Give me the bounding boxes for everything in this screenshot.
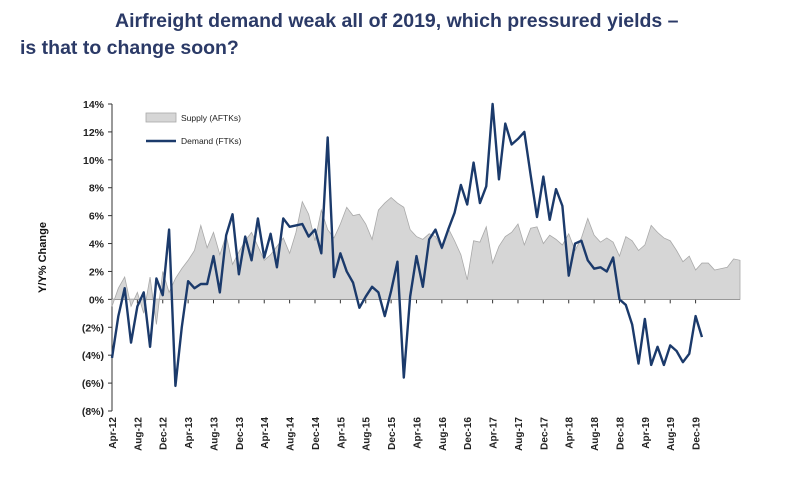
x-tick-label: Aug-17 [514,417,525,451]
y-tick-label: 12% [83,127,105,139]
y-tick-label: 14% [83,99,105,111]
x-tick-label: Dec-17 [539,417,550,450]
legend-supply-swatch [145,112,177,123]
x-tick-label: Apr-12 [108,417,119,449]
y-tick-label: 6% [89,211,105,223]
y-tick-label: 0% [89,294,105,306]
x-tick-label: Dec-18 [615,417,626,450]
chart-title-line-2: is that to change soon? [20,37,239,59]
y-tick-label: 8% [89,183,105,195]
legend-supply-label: Supply (AFTKs) [181,113,241,123]
chart-title: Airfreight demand weak all of 2019, whic… [20,8,790,62]
chart-title-line-1: Airfreight demand weak all of 2019, whic… [115,10,679,32]
x-tick-label: Apr-14 [260,417,271,449]
y-tick-label: (2%) [82,322,104,334]
x-tick-label: Dec-16 [463,417,474,450]
x-tick-label: Aug-18 [590,417,601,451]
x-tick-label: Aug-15 [362,417,373,451]
legend-demand-label: Demand (FTKs) [181,136,242,146]
x-tick-label: Dec-13 [235,417,246,450]
y-axis: (8%) (6%) (4%) (2%) 0% 2% 4% 6% 8% 10% 12% 14% [82,99,113,418]
y-axis-title: Y/Y% Change [37,222,49,293]
plot [110,102,741,388]
y-tick-label: 2% [89,266,105,278]
series-demand-line [110,102,704,388]
y-tick-label: 10% [83,155,105,167]
y-tick-label: 4% [89,239,105,251]
x-tick-label: Dec-14 [311,417,322,450]
x-tick-label: Apr-15 [336,417,347,449]
x-tick-label: Aug-14 [286,417,297,451]
legend: Supply (AFTKs) Demand (FTKs) [145,112,242,146]
x-tick-label: Dec-12 [159,417,170,450]
x-tick-label: Apr-19 [641,417,652,449]
y-tick-label: (4%) [82,350,104,362]
x-tick-label: Apr-17 [489,417,500,449]
x-tick-label: Apr-18 [565,417,576,449]
x-tick-label: Dec-19 [692,417,703,450]
x-tick-label: Aug-19 [666,417,677,451]
y-tick-label: (6%) [82,378,104,390]
y-tick-label: (8%) [82,406,104,418]
x-tick-label: Dec-15 [387,417,398,450]
x-tick-label: Apr-16 [412,417,423,449]
x-tick-label: Apr-13 [184,417,195,449]
x-tick-label: Aug-12 [133,417,144,451]
x-tick-label: Aug-16 [438,417,449,451]
x-tick-label: Aug-13 [209,417,220,451]
